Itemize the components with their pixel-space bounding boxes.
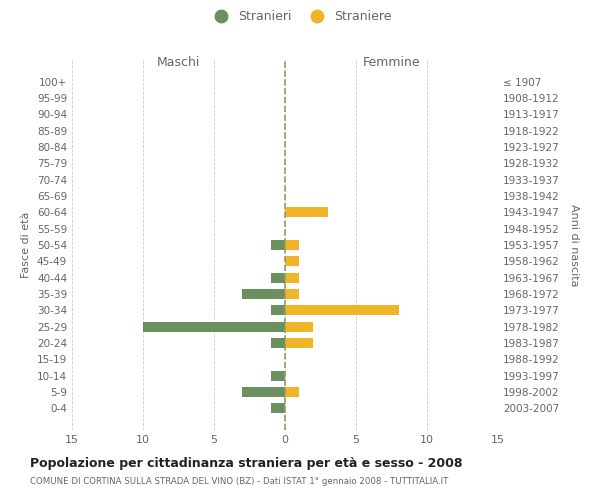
Bar bbox=[271, 404, 285, 413]
Bar bbox=[271, 306, 285, 315]
Bar bbox=[271, 273, 285, 282]
Bar bbox=[242, 387, 285, 397]
Bar bbox=[143, 322, 285, 332]
Legend: Stranieri, Straniere: Stranieri, Straniere bbox=[205, 6, 395, 26]
Bar bbox=[285, 289, 299, 299]
Text: Femmine: Femmine bbox=[362, 56, 421, 68]
Bar bbox=[285, 256, 299, 266]
Bar bbox=[271, 338, 285, 348]
Y-axis label: Fasce di età: Fasce di età bbox=[22, 212, 31, 278]
Bar bbox=[285, 306, 398, 315]
Y-axis label: Anni di nascita: Anni di nascita bbox=[569, 204, 579, 286]
Bar bbox=[271, 370, 285, 380]
Bar bbox=[285, 273, 299, 282]
Bar bbox=[271, 240, 285, 250]
Bar bbox=[285, 338, 313, 348]
Bar bbox=[285, 240, 299, 250]
Text: COMUNE DI CORTINA SULLA STRADA DEL VINO (BZ) - Dati ISTAT 1° gennaio 2008 - TUTT: COMUNE DI CORTINA SULLA STRADA DEL VINO … bbox=[30, 478, 448, 486]
Bar bbox=[242, 289, 285, 299]
Bar bbox=[285, 322, 313, 332]
Bar bbox=[285, 387, 299, 397]
Text: Maschi: Maschi bbox=[157, 56, 200, 68]
Bar bbox=[285, 208, 328, 217]
Text: Popolazione per cittadinanza straniera per età e sesso - 2008: Popolazione per cittadinanza straniera p… bbox=[30, 458, 463, 470]
